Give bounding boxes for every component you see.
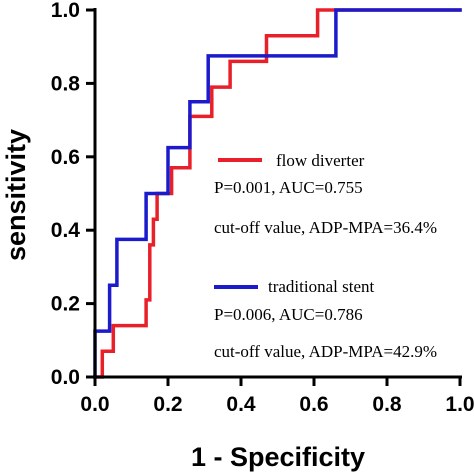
legend-label-traditional-stent: traditional stent [268,277,375,296]
y-tick-label: 0.6 [51,146,80,169]
cutoff-annotation-traditional-stent: cut-off value, ADP-MPA=42.9% [214,342,437,361]
x-tick-label: 0.2 [153,393,182,416]
legend: flow diverter P=0.001, AUC=0.755 cut-off v… [214,151,437,361]
cutoff-annotation-flow-diverter: cut-off value, ADP-MPA=36.4% [214,218,437,237]
x-tick-label: 1.0 [445,393,474,416]
series-line-traditional-stent [93,8,462,379]
x-axis-title: 1 - Specificity [191,442,365,472]
stats-annotation-flow-diverter: P=0.001, AUC=0.755 [214,178,363,197]
y-tick-label: 1.0 [51,0,80,22]
ticks: 0.0 0.2 0.4 0.6 0.8 1.0 0.0 0.2 0.4 0.6 0.8 1.0 [51,0,474,416]
x-tick-label: 0.0 [80,393,109,416]
y-tick-label: 0.8 [51,72,81,95]
y-tick-label: 0.4 [51,219,81,242]
y-tick-label: 0.2 [51,293,80,316]
y-tick-label: 0.0 [51,366,80,389]
y-axis-title: sensitivity [1,129,31,261]
stats-annotation-traditional-stent: P=0.006, AUC=0.786 [214,305,363,324]
axes [93,8,462,379]
plot-lines [93,8,462,379]
x-tick-label: 0.8 [372,393,402,416]
legend-label-flow-diverter: flow diverter [276,151,365,170]
x-tick-label: 0.4 [226,393,256,416]
x-tick-label: 0.6 [299,393,328,416]
